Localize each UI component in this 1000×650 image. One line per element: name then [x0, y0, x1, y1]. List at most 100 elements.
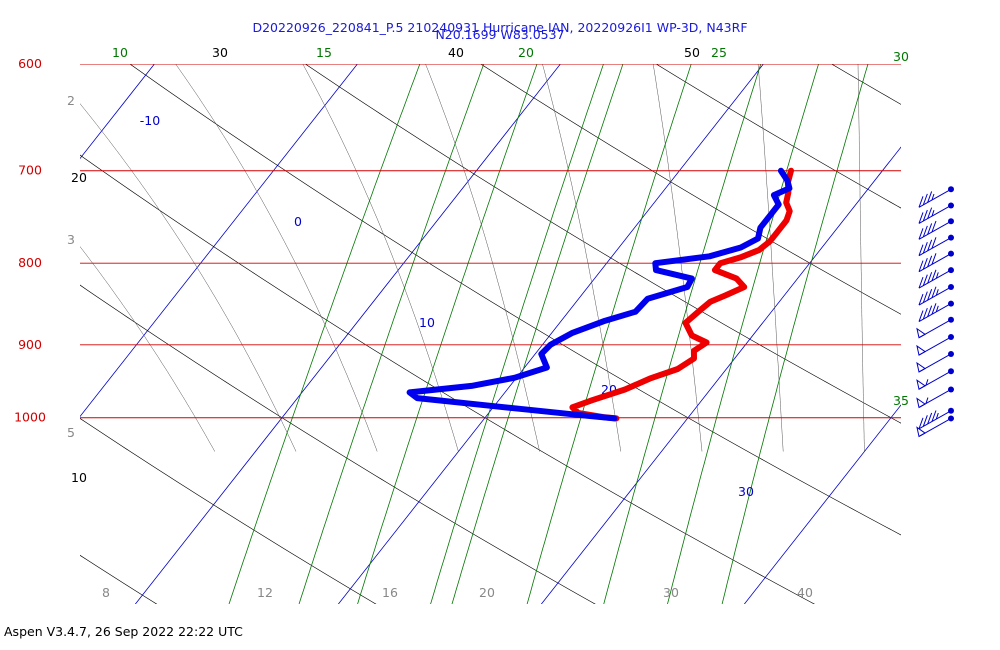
- pressure-tick-label: 600: [18, 56, 42, 71]
- mixing-ratio-label: 10: [112, 45, 128, 60]
- isotherm-line: [80, 64, 358, 418]
- isotherm-line: [337, 64, 764, 604]
- bottom-axis-label: 12: [257, 585, 273, 600]
- dewpoint-point: [652, 260, 658, 266]
- dewpoint-point: [778, 168, 784, 174]
- dry-adiabat-line: [80, 417, 377, 604]
- plot-area: [80, 44, 1000, 620]
- wind-barb: [918, 250, 954, 273]
- wind-barb-flag: [931, 253, 937, 265]
- dry-adiabat-line: [480, 64, 901, 315]
- dry-adiabat-label: 30: [212, 45, 228, 60]
- wind-barb-flag: [931, 286, 937, 298]
- dewpoint-point: [569, 330, 575, 336]
- wind-barb-half-flag: [935, 272, 939, 279]
- wind-barb-half-flag: [925, 397, 929, 404]
- moist-adiabat-line: [425, 64, 540, 452]
- temperature-point: [704, 339, 710, 346]
- chart-subtitle: N20.1699 W83.0537: [435, 27, 565, 42]
- isotherm-line: [743, 404, 901, 604]
- temperature-point: [774, 229, 780, 235]
- wind-barb-flag: [922, 193, 928, 206]
- wind-barb: [918, 407, 954, 430]
- dry-adiabat-line: [655, 64, 901, 209]
- dry-adiabat-line: [80, 284, 596, 604]
- wind-barb: [918, 218, 954, 240]
- isotherm-line: [540, 146, 901, 604]
- wind-barb-flag: [918, 196, 924, 208]
- wind-barb-pennant: [916, 361, 926, 373]
- temperature-point: [647, 375, 653, 382]
- wind-barb-flag: [931, 303, 937, 315]
- mixing-ratio-line: [430, 64, 604, 604]
- moist-adiabat-line: [652, 64, 703, 452]
- temperature-point: [783, 217, 790, 223]
- temperature-point: [767, 238, 773, 244]
- pressure-tick-label: 800: [18, 255, 42, 270]
- isotherm-label: 30: [738, 484, 754, 499]
- temperature-point: [712, 267, 718, 273]
- dewpoint-point: [538, 351, 544, 357]
- mixing-ratio-line: [667, 64, 819, 604]
- dewpoint-point: [515, 406, 522, 412]
- wind-barb-shaft: [918, 188, 952, 208]
- bottom-axis-label: 16: [382, 585, 398, 600]
- dewpoint-point: [771, 192, 777, 198]
- dewpoint-point: [482, 402, 488, 408]
- mixing-ratio-line: [357, 64, 538, 604]
- wind-barb-shaft: [918, 303, 952, 323]
- dewpoint-point: [786, 185, 792, 191]
- isotherm-label: -10: [140, 113, 160, 128]
- dewpoint-point: [776, 201, 782, 208]
- mixing-ratio-line: [298, 64, 485, 604]
- wind-barb-flag: [922, 291, 928, 303]
- dry-adiabat-label: 20: [71, 170, 87, 185]
- mixing-ratio-label: 35: [893, 393, 909, 408]
- wind-barb-flag: [922, 225, 928, 238]
- wind-barb-shaft: [918, 237, 952, 257]
- wind-barb-half-flag: [931, 193, 935, 201]
- dewpoint-point: [689, 276, 695, 282]
- wind-barb-flag: [927, 239, 933, 251]
- dry-adiabat-line: [80, 554, 158, 604]
- wind-barb-flag: [922, 274, 928, 286]
- dewpoint-point: [544, 364, 550, 371]
- dewpoint-point: [766, 214, 772, 220]
- wind-barb-flag: [931, 410, 937, 422]
- wind-barb-flag: [927, 412, 933, 425]
- isotherm-label: 10: [419, 315, 435, 330]
- mixing-ratio-left-label: 5: [67, 425, 75, 440]
- temperature-point: [569, 404, 576, 410]
- mixing-ratio-label: 15: [316, 45, 332, 60]
- temperature-point: [738, 254, 744, 260]
- wind-barb-flag: [927, 305, 933, 317]
- dry-adiabat-line: [304, 64, 901, 424]
- dewpoint-point: [645, 296, 651, 302]
- temperature-point: [787, 208, 793, 214]
- mixing-ratio-line: [451, 64, 624, 604]
- wind-barb: [916, 334, 954, 356]
- wind-barb-flag: [918, 244, 924, 256]
- bottom-axis-label: 30: [663, 585, 679, 600]
- wind-barb-flag: [922, 307, 928, 320]
- temperature-point: [682, 320, 689, 326]
- temperature-point: [589, 397, 595, 403]
- mixing-ratio-label: 30: [893, 49, 909, 64]
- wind-barb-flag: [922, 258, 928, 270]
- wind-barb: [918, 284, 954, 306]
- temperature-point: [622, 386, 628, 393]
- temperature-point: [756, 247, 762, 253]
- bottom-axis-label: 20: [479, 585, 495, 600]
- dewpoint-point: [414, 395, 420, 401]
- dewpoint-point: [600, 318, 607, 324]
- wind-barb: [918, 300, 954, 323]
- moist-adiabat-line: [80, 246, 216, 452]
- dry-adiabat-line: [972, 44, 1000, 620]
- wind-barb-flag: [918, 293, 924, 306]
- isotherm-line: [80, 64, 155, 160]
- dewpoint-point: [468, 383, 475, 389]
- dewpoint-point: [653, 267, 659, 273]
- bottom-axis-label: 8: [102, 585, 110, 600]
- moist-adiabat-line: [857, 64, 865, 452]
- temperature-point: [675, 366, 681, 372]
